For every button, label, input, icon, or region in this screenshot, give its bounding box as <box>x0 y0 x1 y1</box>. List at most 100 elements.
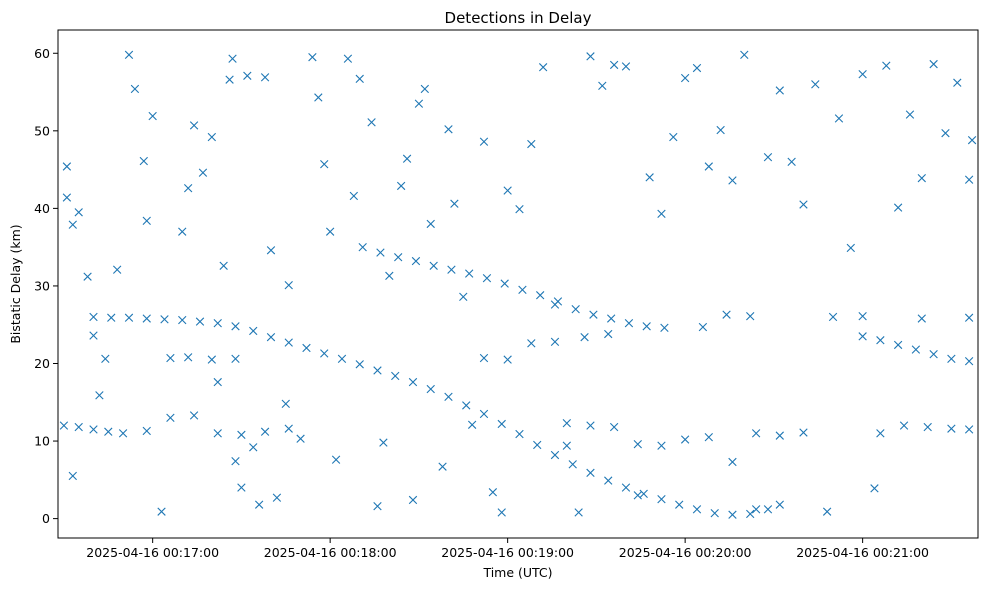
data-point-marker <box>876 336 885 345</box>
data-point-marker <box>358 242 367 252</box>
data-point-marker <box>728 510 737 519</box>
y-axis-ticks: 0 10 20 30 40 50 60 <box>34 46 58 526</box>
data-point-marker <box>465 269 474 278</box>
data-point-marker <box>621 62 631 71</box>
data-point-marker <box>166 353 175 363</box>
data-point-marker <box>385 271 394 281</box>
plot-area-frame <box>57 29 979 539</box>
data-point-marker <box>157 507 166 516</box>
data-point-marker <box>899 421 909 430</box>
data-point-marker <box>870 484 879 493</box>
y-tick-label: 50 <box>34 123 50 138</box>
data-point-marker <box>642 322 651 331</box>
x-axis-label: Time (UTC) <box>482 565 552 580</box>
data-point-marker <box>571 305 580 314</box>
data-point-marker <box>929 59 938 69</box>
data-point-marker <box>213 377 222 387</box>
data-point-marker <box>710 508 719 518</box>
data-point-marker <box>728 457 737 467</box>
data-point-marker <box>479 409 489 419</box>
data-point-marker <box>142 426 151 436</box>
y-axis-label: Bistatic Delay (km) <box>8 224 23 343</box>
data-point-marker <box>219 261 228 270</box>
data-point-marker <box>118 429 128 438</box>
data-point-marker <box>178 315 187 325</box>
y-tick-label: 40 <box>34 201 50 216</box>
data-point-marker <box>728 176 737 185</box>
data-point-marker <box>964 175 974 184</box>
data-point-marker <box>589 310 598 319</box>
data-point-marker <box>479 353 489 363</box>
data-point-marker <box>657 441 666 450</box>
data-point-marker <box>444 392 453 402</box>
data-point-marker <box>160 315 169 324</box>
data-point-marker <box>189 121 199 130</box>
data-point-marker <box>624 318 634 328</box>
y-tick-label: 0 <box>42 511 50 526</box>
data-point-marker <box>799 200 808 209</box>
data-point-marker <box>337 354 347 364</box>
x-tick-label: 2025-04-16 00:20:00 <box>619 545 752 560</box>
data-point-marker <box>538 63 548 72</box>
data-point-marker <box>420 84 430 94</box>
data-point-marker <box>905 110 915 119</box>
data-point-marker <box>438 462 447 471</box>
data-point-marker <box>562 419 571 428</box>
data-point-marker <box>426 384 435 394</box>
data-point-marker <box>586 421 595 430</box>
data-point-marker <box>325 227 335 236</box>
data-point-marker <box>716 125 725 135</box>
data-point-marker <box>858 70 867 79</box>
data-point-marker <box>331 455 341 464</box>
data-point-marker <box>497 508 506 517</box>
data-point-marker <box>225 75 234 84</box>
data-point-marker <box>266 246 276 255</box>
data-point-marker <box>104 427 113 436</box>
data-point-marker <box>249 443 258 452</box>
data-point-marker <box>343 54 353 63</box>
data-point-marker <box>243 71 252 80</box>
data-point-marker <box>964 313 974 322</box>
data-point-marker <box>633 491 642 500</box>
data-point-marker <box>609 60 619 70</box>
data-point-marker <box>704 162 713 171</box>
data-point-marker <box>142 314 151 323</box>
x-axis-ticks: 2025-04-16 00:17:00 2025-04-16 00:18:00 20… <box>86 538 929 560</box>
data-point-marker <box>207 355 217 364</box>
data-point-marker <box>917 314 926 323</box>
data-point-marker <box>586 468 595 478</box>
data-point-marker <box>953 78 962 87</box>
data-point-marker <box>692 63 702 73</box>
data-point-marker <box>408 495 418 505</box>
y-tick-label: 60 <box>34 46 50 61</box>
data-point-marker <box>775 431 784 440</box>
data-point-marker <box>379 438 388 447</box>
chart-title: Detections in Delay <box>445 9 592 27</box>
data-point-marker <box>59 421 69 430</box>
data-point-marker <box>645 173 654 182</box>
data-point-marker <box>68 220 77 229</box>
data-point-marker <box>314 93 323 102</box>
data-point-marker <box>669 132 678 142</box>
data-point-marker <box>550 450 560 460</box>
data-point-marker <box>281 399 290 409</box>
data-point-marker <box>260 427 270 436</box>
data-point-marker <box>349 191 359 201</box>
data-point-marker <box>107 313 116 322</box>
data-point-marker <box>183 184 193 193</box>
data-point-marker <box>68 471 77 481</box>
data-point-marker <box>751 429 761 438</box>
data-point-marker <box>527 139 536 149</box>
data-markers <box>59 50 977 519</box>
data-point-marker <box>231 457 240 466</box>
data-point-marker <box>911 345 921 354</box>
data-point-marker <box>533 440 542 450</box>
data-point-marker <box>660 323 669 333</box>
data-point-marker <box>130 84 140 94</box>
data-point-marker <box>231 322 240 331</box>
data-point-marker <box>355 360 364 369</box>
data-point-marker <box>893 203 903 212</box>
data-point-marker <box>320 349 329 358</box>
data-point-marker <box>467 420 477 429</box>
